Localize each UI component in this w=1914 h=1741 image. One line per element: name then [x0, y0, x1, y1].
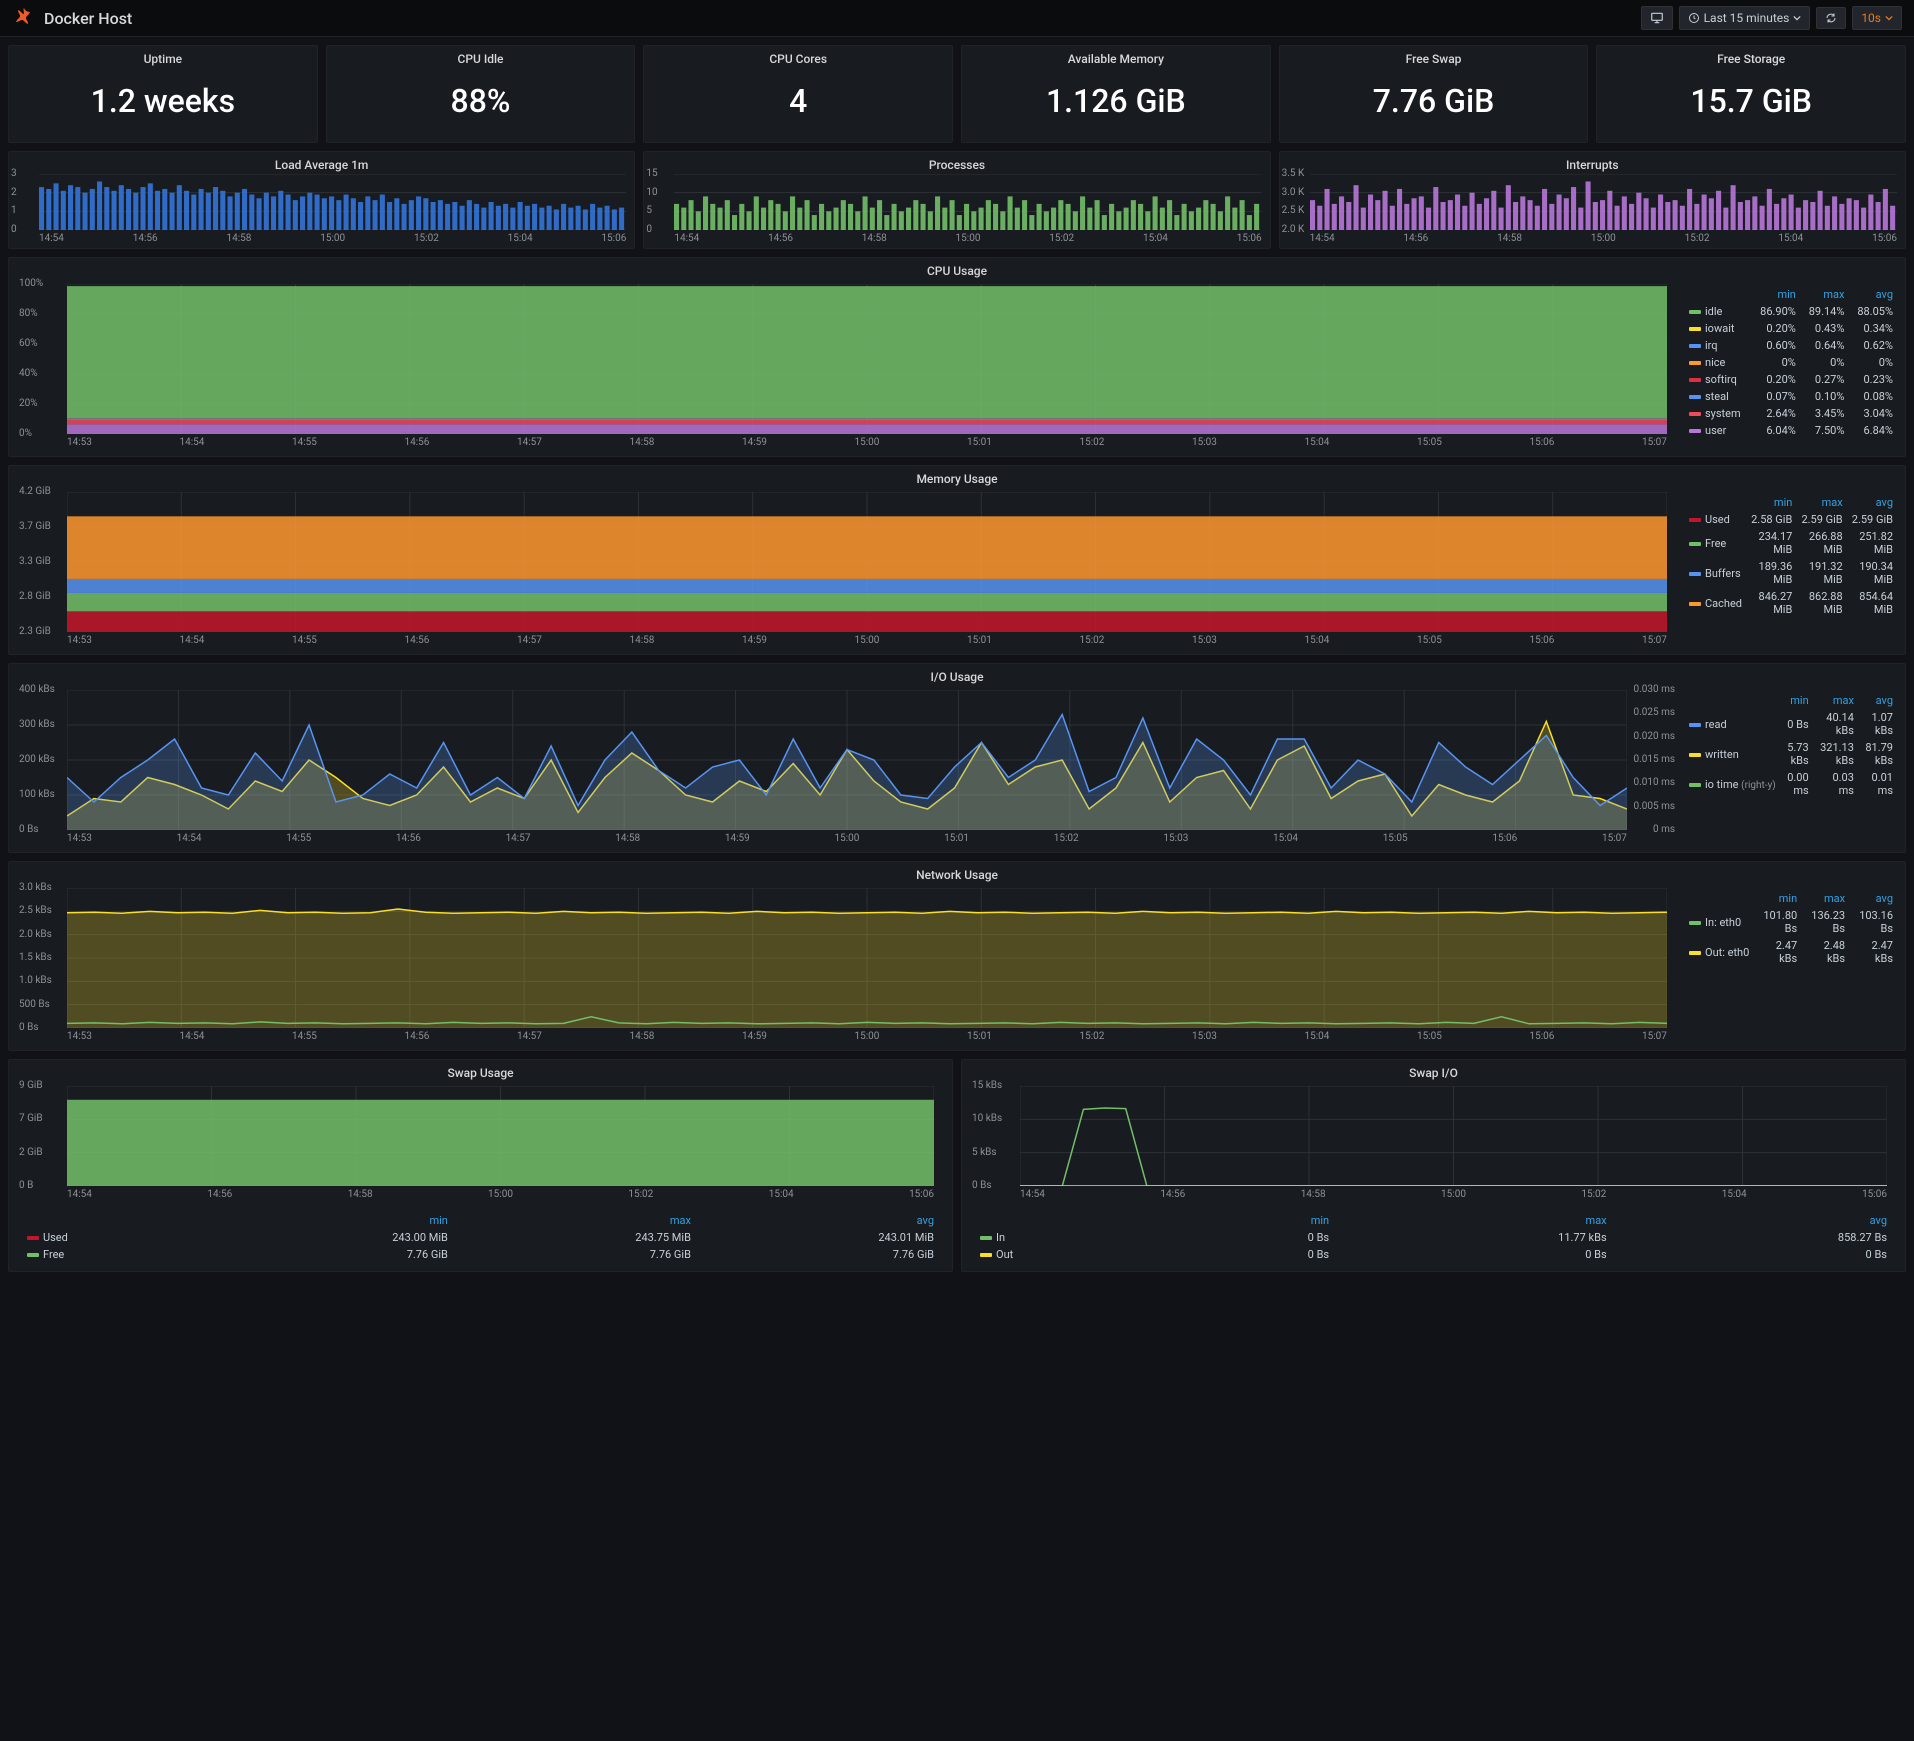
- stat-panel: Uptime1.2 weeks: [8, 45, 318, 143]
- network-usage-panel: Network Usage 0 Bs500 Bs1.0 kBs1.5 kBs2.…: [8, 861, 1906, 1051]
- legend-item[interactable]: read: [1685, 709, 1780, 739]
- bars-row: Load Average 1m012314:5414:5614:5815:001…: [8, 151, 1906, 249]
- bars-panel: Processes05101514:5414:5614:5815:0015:02…: [643, 151, 1270, 249]
- network-legend: minmaxavgIn: eth0101.80 Bs136.23 Bs103.1…: [1685, 884, 1905, 1050]
- legend-item[interactable]: In: eth0: [1685, 907, 1753, 937]
- legend-item[interactable]: steal: [1685, 388, 1751, 405]
- swap-io-legend: minmaxavgIn0 Bs11.77 kBs858.27 BsOut0 Bs…: [962, 1208, 1905, 1271]
- panel-title: Load Average 1m: [9, 152, 634, 174]
- legend-item[interactable]: Out: [974, 1246, 1182, 1263]
- panel-title: Swap Usage: [9, 1060, 952, 1082]
- legend-item[interactable]: Used: [1685, 511, 1746, 528]
- monitor-icon: [1650, 11, 1664, 25]
- panel-title: CPU Usage: [9, 258, 1905, 280]
- bars-panel: Interrupts2.0 K2.5 K3.0 K3.5 K14:5414:56…: [1279, 151, 1906, 249]
- legend-item[interactable]: Buffers: [1685, 558, 1746, 588]
- swap-usage-chart[interactable]: 0 B2 GiB7 GiB9 GiB14:5414:5614:5815:0015…: [9, 1082, 952, 1208]
- io-usage-panel: I/O Usage 0 Bs100 kBs200 kBs300 kBs400 k…: [8, 663, 1906, 853]
- legend-item[interactable]: idle: [1685, 303, 1751, 320]
- grafana-logo[interactable]: [12, 6, 36, 30]
- time-range-label: Last 15 minutes: [1704, 11, 1790, 25]
- legend-item[interactable]: system: [1685, 405, 1751, 422]
- panel-title: Memory Usage: [9, 466, 1905, 488]
- stat-panel: Free Swap7.76 GiB: [1279, 45, 1589, 143]
- legend-item[interactable]: irq: [1685, 337, 1751, 354]
- chevron-down-icon: [1793, 14, 1801, 22]
- panel-title: I/O Usage: [9, 664, 1905, 686]
- stat-title: Uptime: [9, 46, 317, 68]
- panel-title: Swap I/O: [962, 1060, 1905, 1082]
- legend-item[interactable]: written: [1685, 739, 1780, 769]
- swap-io-chart[interactable]: 0 Bs5 kBs10 kBs15 kBs14:5414:5614:5815:0…: [962, 1082, 1905, 1208]
- stat-panel: CPU Idle88%: [326, 45, 636, 143]
- swap-io-panel: Swap I/O 0 Bs5 kBs10 kBs15 kBs14:5414:56…: [961, 1059, 1906, 1272]
- time-range-picker[interactable]: Last 15 minutes: [1679, 6, 1811, 30]
- legend-item[interactable]: Cached: [1685, 588, 1746, 618]
- stat-row: Uptime1.2 weeksCPU Idle88%CPU Cores4Avai…: [8, 45, 1906, 143]
- clock-icon: [1688, 12, 1700, 24]
- cpu-chart[interactable]: 0%20%40%60%80%100%14:5314:5414:5514:5614…: [9, 280, 1685, 456]
- legend-item[interactable]: Used: [21, 1229, 211, 1246]
- stat-value: 7.76 GiB: [1280, 68, 1588, 142]
- chevron-down-icon: [1885, 14, 1893, 22]
- cpu-usage-panel: CPU Usage 0%20%40%60%80%100%14:5314:5414…: [8, 257, 1906, 457]
- memory-legend: minmaxavgUsed2.58 GiB2.59 GiB2.59 GiBFre…: [1685, 488, 1905, 654]
- stat-value: 88%: [327, 68, 635, 142]
- stat-title: CPU Idle: [327, 46, 635, 68]
- stat-title: Free Swap: [1280, 46, 1588, 68]
- legend-item[interactable]: In: [974, 1229, 1182, 1246]
- stat-title: CPU Cores: [644, 46, 952, 68]
- legend-item[interactable]: Free: [1685, 528, 1746, 558]
- io-chart[interactable]: 0 Bs100 kBs200 kBs300 kBs400 kBs0 ms0.00…: [9, 686, 1685, 852]
- tv-mode-button[interactable]: [1641, 6, 1673, 30]
- stat-title: Available Memory: [962, 46, 1270, 68]
- legend-item[interactable]: iowait: [1685, 320, 1751, 337]
- legend-item[interactable]: Out: eth0: [1685, 937, 1753, 967]
- panel-title: Processes: [644, 152, 1269, 174]
- legend-item[interactable]: softirq: [1685, 371, 1751, 388]
- stat-panel: Available Memory1.126 GiB: [961, 45, 1271, 143]
- dashboard-header: Docker Host Last 15 minutes 10s: [0, 0, 1914, 37]
- refresh-interval-label: 10s: [1861, 11, 1881, 25]
- refresh-button[interactable]: [1816, 7, 1846, 29]
- legend-item[interactable]: io time (right-y): [1685, 769, 1780, 799]
- stat-value: 1.126 GiB: [962, 68, 1270, 142]
- io-legend: minmaxavgread0 Bs40.14 kBs1.07 kBswritte…: [1685, 686, 1905, 852]
- stat-value: 15.7 GiB: [1597, 68, 1905, 142]
- dashboard-title[interactable]: Docker Host: [44, 9, 132, 28]
- swap-usage-panel: Swap Usage 0 B2 GiB7 GiB9 GiB14:5414:561…: [8, 1059, 953, 1272]
- network-chart[interactable]: 0 Bs500 Bs1.0 kBs1.5 kBs2.0 kBs2.5 kBs3.…: [9, 884, 1685, 1050]
- stat-value: 4: [644, 68, 952, 142]
- stat-panel: CPU Cores4: [643, 45, 953, 143]
- legend-item[interactable]: user: [1685, 422, 1751, 439]
- legend-item[interactable]: nice: [1685, 354, 1751, 371]
- stat-panel: Free Storage15.7 GiB: [1596, 45, 1906, 143]
- memory-chart[interactable]: 2.3 GiB2.8 GiB3.3 GiB3.7 GiB4.2 GiB14:53…: [9, 488, 1685, 654]
- refresh-interval-picker[interactable]: 10s: [1852, 6, 1902, 30]
- cpu-legend: minmaxavgidle86.90%89.14%88.05%iowait0.2…: [1685, 280, 1905, 456]
- stat-title: Free Storage: [1597, 46, 1905, 68]
- panel-title: Interrupts: [1280, 152, 1905, 174]
- panel-title: Network Usage: [9, 862, 1905, 884]
- bars-panel: Load Average 1m012314:5414:5614:5815:001…: [8, 151, 635, 249]
- refresh-icon: [1825, 12, 1837, 24]
- stat-value: 1.2 weeks: [9, 68, 317, 142]
- dashboard-body: Uptime1.2 weeksCPU Idle88%CPU Cores4Avai…: [0, 37, 1914, 1280]
- legend-item[interactable]: Free: [21, 1246, 211, 1263]
- memory-usage-panel: Memory Usage 2.3 GiB2.8 GiB3.3 GiB3.7 Gi…: [8, 465, 1906, 655]
- swap-usage-legend: minmaxavgUsed243.00 MiB243.75 MiB243.01 …: [9, 1208, 952, 1271]
